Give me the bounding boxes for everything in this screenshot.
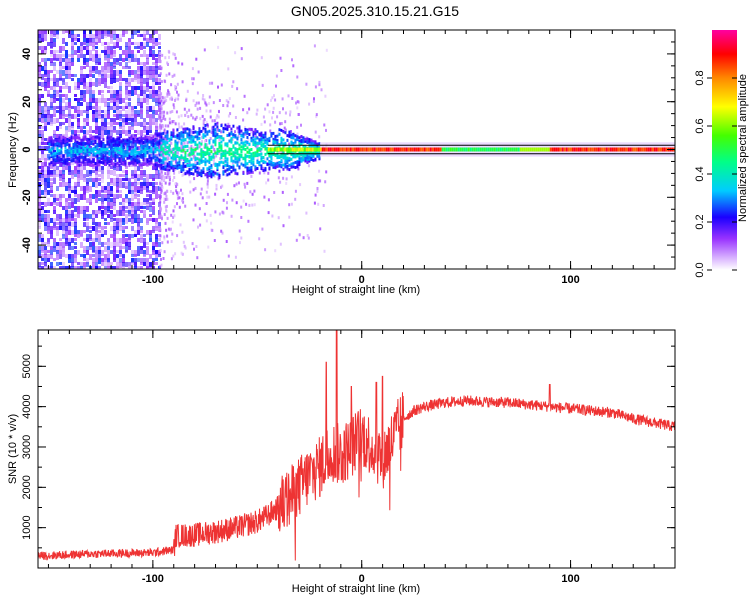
colorbar-tick-label: 0.6 <box>694 118 706 133</box>
colorbar-tick-label: 0.2 <box>694 214 706 229</box>
heatmap-y-tick-label: -20 <box>21 189 33 205</box>
colorbar-tick-label: 0.4 <box>694 166 706 181</box>
snr-frame <box>37 329 676 569</box>
snr-y-tick-label: 4000 <box>21 394 33 418</box>
snr-y-tick-label: 3000 <box>21 435 33 459</box>
snr-y-tick-label: 1000 <box>21 515 33 539</box>
snr-x-tick-label: -100 <box>142 573 164 585</box>
snr-y-axis-label: SNR (10 * v/v) <box>7 414 19 484</box>
chart-title: GN05.2025.310.15.21.G15 <box>290 3 460 19</box>
heatmap-x-tick-label: 100 <box>561 274 579 286</box>
snr-y-tick-label: 5000 <box>21 354 33 378</box>
colorbar-axis: 0.0 0.2 0.4 0.6 0.8 <box>694 70 737 278</box>
heatmap-y-tick-label: 40 <box>21 48 33 60</box>
heatmap-x-tick-label: 0 <box>359 274 365 286</box>
heatmap-y-tick-label: -40 <box>21 237 33 253</box>
heatmap-axes: -100 0 100 -40 -20 0 20 40 <box>21 29 676 286</box>
spectrogram-heatmap <box>38 30 675 269</box>
snr-x-tick-label: 100 <box>561 573 579 585</box>
heatmap-y-axis-label: Frequency (Hz) <box>7 112 19 188</box>
snr-y-tick-label: 2000 <box>21 475 33 499</box>
snr-x-tick-label: 0 <box>359 573 365 585</box>
colorbar-tick-label: 0.8 <box>694 70 706 85</box>
heatmap-x-axis-label: Height of straight line (km) <box>292 284 420 296</box>
heatmap-y-tick-label: 20 <box>21 96 33 108</box>
heatmap-y-tick-label: 0 <box>21 146 33 152</box>
snr-x-axis-label: Height of straight line (km) <box>292 583 420 595</box>
colorbar-label: Normalized spectral amplitude <box>737 74 749 222</box>
snr-series-line <box>38 330 675 561</box>
heatmap-x-tick-label: -100 <box>142 274 164 286</box>
colorbar-tick-label: 0.0 <box>694 262 706 277</box>
snr-axes: -100 0 100 1000 2000 3000 4000 5000 <box>21 330 676 585</box>
colorbar <box>712 30 737 270</box>
